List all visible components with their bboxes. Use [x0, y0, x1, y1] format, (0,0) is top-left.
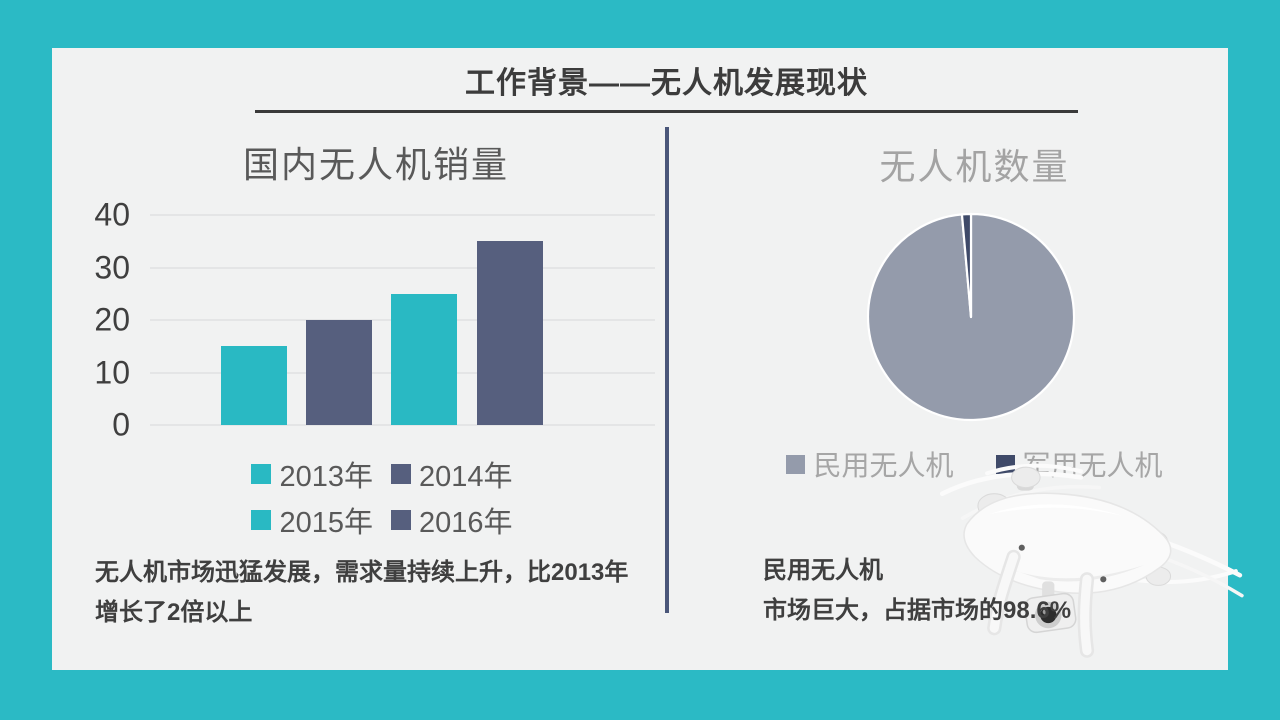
legend-swatch-teal: [251, 510, 272, 530]
bar-chart-y-axis: 0 10 20 30 40: [70, 197, 130, 443]
landing-legs: [987, 549, 1095, 658]
bar-2015年: [391, 293, 458, 425]
caption-line: 市场巨大，占据市场的98.6%: [763, 597, 1072, 624]
legend-row: 2015年 2016年: [251, 498, 513, 542]
legend-swatch-slate: [391, 510, 411, 530]
legend-label: 民用无人机: [813, 450, 954, 481]
camera-gimbal: [1024, 581, 1077, 634]
gridline: [150, 214, 655, 216]
pie-chart-svg: [866, 212, 1076, 422]
y-axis-tick-label: 20: [94, 301, 130, 338]
vertical-divider: [665, 127, 669, 613]
legend-label: 2016年: [419, 507, 513, 539]
y-axis-tick-label: 40: [94, 196, 130, 233]
legend-item-2016: 2016年: [391, 499, 513, 541]
caption-line: 无人机市场迅猛发展，需求量持续上升，比2013年: [95, 559, 629, 586]
legend-item-2015: 2015年: [251, 499, 373, 541]
bar-chart-caption: 无人机市场迅猛发展，需求量持续上升，比2013年 增长了2倍以上: [95, 553, 660, 633]
legend-label: 2014年: [419, 461, 513, 493]
title-underline: [255, 110, 1078, 113]
legend-item-2013: 2013年: [251, 453, 373, 495]
legend-swatch-teal: [251, 464, 272, 484]
pie-chart-caption: 民用无人机 市场巨大，占据市场的98.6%: [763, 551, 1233, 631]
page-title: 工作背景——无人机发展现状: [465, 67, 868, 100]
y-axis-tick-label: 0: [112, 406, 130, 443]
bar-chart-plot: [150, 214, 655, 426]
legend-row: 2013年 2014年: [251, 452, 513, 496]
caption-line: 增长了2倍以上: [95, 599, 253, 626]
bar-2013年: [220, 346, 287, 425]
gridline: [150, 424, 655, 426]
drone-image: [939, 463, 1244, 658]
bar-2016年: [476, 241, 543, 425]
legend-label: 2015年: [279, 507, 373, 539]
gridline: [150, 266, 655, 269]
legend-item-2014: 2014年: [391, 453, 513, 495]
bar-chart-title: 国内无人机销量: [242, 144, 509, 185]
legend-swatch-gray: [786, 454, 806, 474]
legend-label: 2013年: [279, 461, 373, 493]
legend-item-civil: 民用无人机: [786, 444, 954, 484]
bar-2014年: [306, 320, 372, 425]
slide-card: 工作背景——无人机发展现状 国内无人机销量 0 10 20 30 40 2013年 20…: [52, 48, 1228, 670]
pie-slice-军用无人机: [960, 212, 973, 319]
y-axis-tick-label: 30: [94, 249, 130, 285]
caption-line: 民用无人机: [763, 557, 883, 584]
pie-chart-title: 无人机数量: [879, 146, 1070, 187]
bar-chart-legend: 2013年 2014年 2015年 2016年: [112, 452, 652, 542]
legend-swatch-slate: [391, 464, 411, 484]
y-axis-tick-label: 10: [94, 354, 130, 390]
